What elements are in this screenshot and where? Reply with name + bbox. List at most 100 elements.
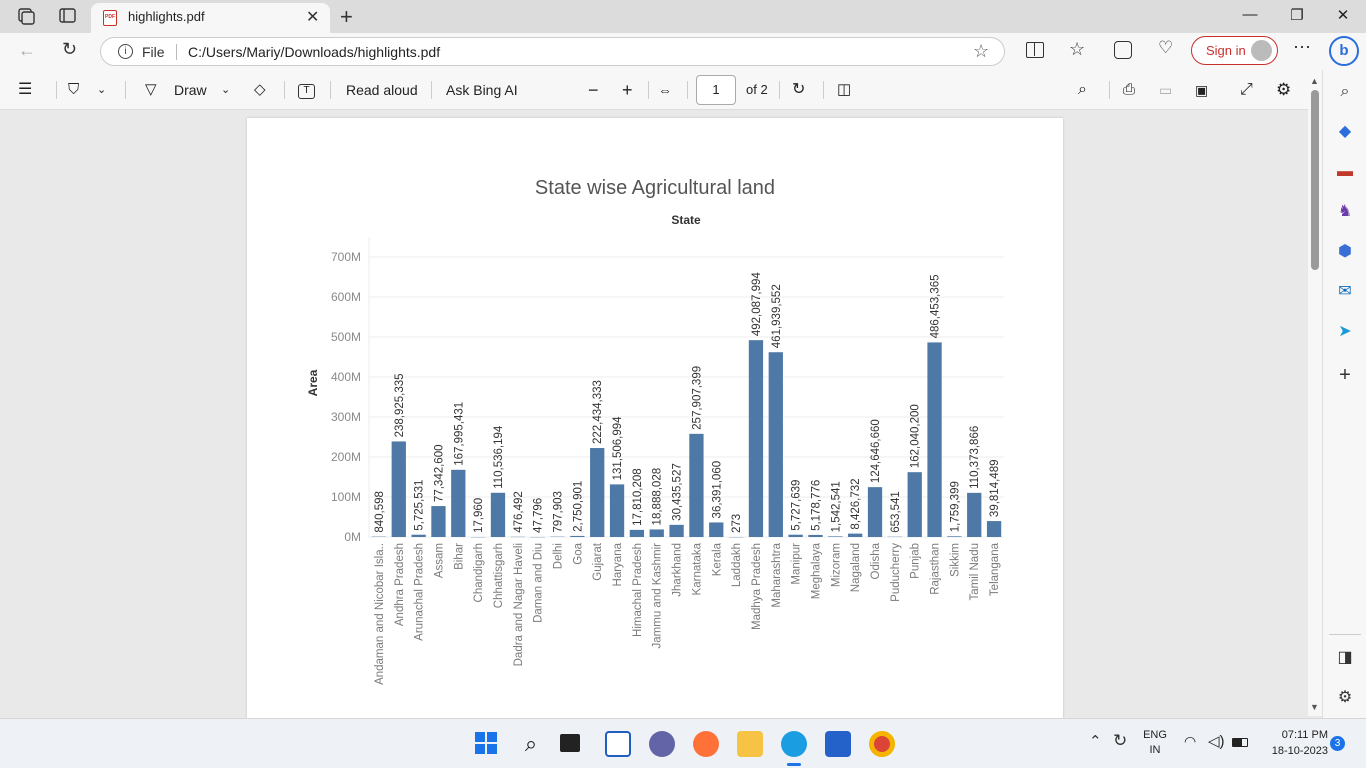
shopping-tag-icon[interactable]: ◆ — [1338, 123, 1352, 140]
toolbar-divider — [1109, 81, 1110, 99]
fullscreen-icon[interactable]: ⤢ — [1240, 81, 1253, 98]
rotate-icon[interactable]: ↻ — [792, 81, 806, 98]
address-row: ← ↻ i File C:/Users/Mariy/Downloads/high… — [0, 33, 1366, 70]
settings-gear-icon[interactable]: ⚙ — [1276, 80, 1292, 99]
read-aloud-button[interactable]: Read aloud — [346, 82, 418, 98]
chevron-down-icon[interactable]: ⌄ — [97, 84, 107, 96]
bar — [828, 536, 843, 537]
close-tab-icon[interactable]: ✕ — [306, 9, 320, 26]
teams-chat-icon[interactable] — [649, 731, 675, 757]
save-icon[interactable]: ▭ — [1159, 82, 1173, 98]
url-scheme-label: File — [142, 44, 165, 60]
edge-icon[interactable] — [781, 731, 807, 757]
firefox-icon[interactable] — [693, 731, 719, 757]
info-icon[interactable]: i — [118, 44, 133, 59]
search-icon[interactable]: ⌕ — [1078, 81, 1087, 98]
workspaces-icon[interactable] — [16, 7, 36, 25]
collections-icon[interactable] — [1114, 41, 1132, 59]
start-windows-icon[interactable] — [474, 731, 500, 757]
bar-value-label: 124,646,660 — [870, 419, 882, 483]
search-icon[interactable]: ⌕ — [1340, 83, 1350, 100]
print-icon[interactable]: ⎙ — [1123, 81, 1136, 98]
favorites-icon[interactable]: ☆ — [1069, 39, 1086, 59]
hide-sidebar-icon[interactable]: ◨ — [1337, 649, 1353, 666]
drop-icon[interactable]: ➤ — [1338, 323, 1352, 340]
scroll-down-icon[interactable]: ▼ — [1310, 702, 1319, 712]
tab-actions-icon[interactable] — [58, 7, 78, 25]
highlight-icon[interactable]: ⛉ — [68, 81, 80, 98]
zoom-out-icon[interactable]: − — [588, 80, 599, 100]
search-icon[interactable]: ⌕ — [524, 731, 538, 756]
sidebar-divider — [1329, 634, 1361, 635]
sign-in-button[interactable]: Sign in — [1191, 36, 1278, 65]
bar-value-label: 486,453,365 — [930, 274, 942, 338]
bar-value-label: 5,178,776 — [810, 480, 822, 531]
fit-to-width-icon[interactable]: ⇔ — [658, 82, 672, 98]
bar-value-label: 39,814,489 — [989, 460, 1001, 518]
language-indicator[interactable]: ENG IN — [1142, 729, 1168, 756]
new-tab-icon[interactable]: + — [340, 4, 353, 29]
x-tick-label: Gujarat — [592, 542, 604, 581]
toolbar-divider — [823, 81, 824, 99]
x-tick-label: Madhya Pradesh — [751, 543, 763, 630]
chrome-icon[interactable] — [869, 731, 895, 757]
bar — [451, 469, 466, 537]
clock-date: 18-10-2023 — [1271, 745, 1328, 757]
address-bar[interactable]: i File C:/Users/Mariy/Downloads/highligh… — [100, 37, 1005, 66]
restore-icon[interactable]: ❐ — [1290, 7, 1304, 24]
tab-highlights-pdf[interactable]: PDF highlights.pdf ✕ — [91, 3, 330, 33]
bar — [709, 522, 724, 537]
y-tick-label: 700M — [331, 250, 361, 264]
copilot-icon[interactable]: b — [1329, 36, 1359, 66]
wifi-icon[interactable]: ◠ — [1184, 733, 1197, 749]
erase-icon[interactable]: ◇ — [254, 81, 266, 98]
zoom-in-icon[interactable]: + — [622, 80, 633, 100]
more-menu-icon[interactable]: ⋯ — [1293, 37, 1311, 57]
chevron-down-icon[interactable]: ⌄ — [221, 84, 231, 96]
notification-badge[interactable]: 3 — [1330, 736, 1345, 751]
add-sidebar-app-icon[interactable]: + — [1339, 364, 1351, 386]
add-text-icon[interactable]: T — [298, 70, 315, 110]
contents-icon[interactable]: ☰ — [18, 81, 33, 98]
widgets-icon[interactable] — [605, 731, 631, 757]
scroll-up-icon[interactable]: ▲ — [1310, 76, 1319, 86]
y-tick-label: 400M — [331, 370, 361, 384]
page-view-icon[interactable]: ◫ — [837, 81, 852, 98]
save-as-icon[interactable]: ▣ — [1195, 82, 1209, 98]
split-screen-icon[interactable] — [1026, 42, 1044, 58]
scrollbar-thumb[interactable] — [1311, 90, 1319, 270]
volume-icon[interactable]: ◁) — [1208, 733, 1225, 750]
show-hidden-icons-icon[interactable]: ⌃ — [1089, 733, 1102, 750]
back-icon[interactable]: ← — [18, 40, 36, 60]
bar-value-label: 30,435,527 — [672, 463, 684, 521]
vertical-scrollbar[interactable]: ▲ ▼ — [1308, 76, 1322, 716]
y-tick-label: 100M — [331, 490, 361, 504]
games-icon[interactable]: ♞ — [1337, 203, 1353, 220]
bar — [768, 352, 783, 537]
url-text[interactable]: C:/Users/Mariy/Downloads/highlights.pdf — [188, 44, 441, 60]
file-explorer-icon[interactable] — [737, 731, 763, 757]
favorite-star-icon[interactable]: ☆ — [973, 41, 990, 61]
tools-briefcase-icon[interactable]: ▬ — [1337, 163, 1353, 180]
bar — [629, 529, 645, 537]
close-window-icon[interactable]: ✕ — [1336, 7, 1350, 24]
task-view-icon[interactable] — [560, 734, 580, 752]
page-number-input[interactable]: 1 — [696, 75, 736, 105]
draw-icon[interactable]: ▽ — [145, 81, 157, 98]
microsoft-store-icon[interactable] — [825, 731, 851, 757]
x-tick-label: Delhi — [553, 543, 565, 569]
battery-icon[interactable] — [1232, 738, 1248, 747]
sync-icon[interactable]: ↻ — [1113, 731, 1128, 750]
sidebar-settings-icon[interactable]: ⚙ — [1337, 689, 1353, 706]
bar — [748, 340, 764, 537]
browser-essentials-icon[interactable]: ♡ — [1158, 38, 1174, 57]
clock[interactable]: 07:11 PM 18-10-2023 — [1258, 729, 1328, 757]
outlook-icon[interactable]: ✉ — [1338, 283, 1352, 300]
refresh-icon[interactable]: ↻ — [62, 39, 78, 59]
microsoft-365-icon[interactable]: ⬢ — [1338, 243, 1352, 260]
minimize-icon[interactable]: — — [1242, 6, 1258, 23]
bar-value-label: 2,750,901 — [572, 481, 584, 532]
draw-button[interactable]: Draw — [174, 82, 207, 98]
ask-bing-button[interactable]: Ask Bing AI — [446, 82, 518, 98]
sign-in-label: Sign in — [1206, 43, 1246, 58]
